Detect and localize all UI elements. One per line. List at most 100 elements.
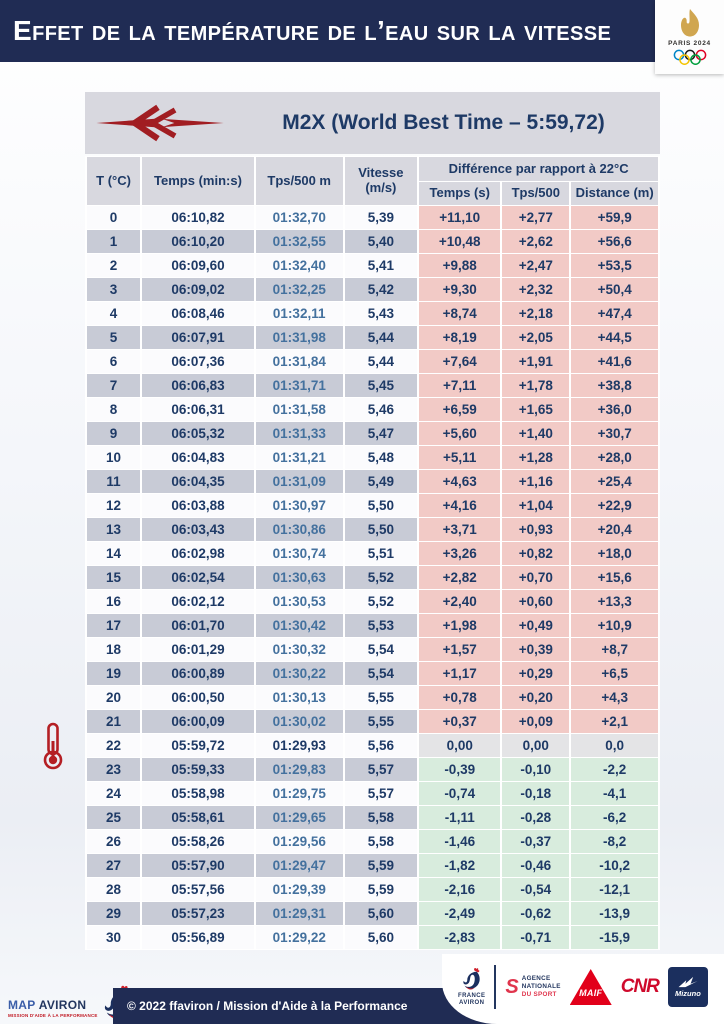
cell-diff-temps: +8,19 — [419, 326, 501, 349]
cell-temps: 06:07,91 — [142, 326, 254, 349]
cell-temps: 06:10,20 — [142, 230, 254, 253]
cell-diff-tps500: -0,54 — [502, 878, 570, 901]
cell-diff-tps500: +2,77 — [502, 206, 570, 229]
sponsor-divider — [494, 965, 497, 1009]
maif-logo: MAIF — [569, 969, 612, 1005]
cell-temp: 13 — [87, 518, 141, 541]
cell-diff-tps500: +0,20 — [502, 686, 570, 709]
cell-temp: 6 — [87, 350, 141, 373]
cell-temps: 06:06,83 — [142, 374, 254, 397]
cell-vitesse: 5,49 — [344, 470, 418, 493]
mizuno-label: Mizuno — [674, 989, 701, 998]
cell-diff-tps500: +2,32 — [502, 278, 570, 301]
cell-temp: 19 — [87, 662, 141, 685]
paris2024-label: PARIS 2024 — [668, 40, 711, 47]
cell-diff-temps: +6,59 — [419, 398, 501, 421]
table-row: 26 05:58,26 01:29,56 5,58 -1,46 -0,37 -8,2 — [87, 830, 658, 853]
france-aviron-rooster-icon — [463, 967, 480, 990]
cell-diff-tps500: -0,62 — [502, 902, 570, 925]
cell-diff-tps500: +0,39 — [502, 638, 570, 661]
cell-diff-distance: +38,8 — [571, 374, 658, 397]
speed-arrows-icon — [85, 100, 235, 146]
cell-temp: 2 — [87, 254, 141, 277]
cell-tps500: 01:30,97 — [255, 494, 343, 517]
cell-diff-temps: +5,60 — [419, 422, 501, 445]
cell-temp: 4 — [87, 302, 141, 325]
map-aviron-text: MAP AVIRON MISSION D'AIDE À LA PERFORMAN… — [8, 998, 98, 1024]
cell-diff-tps500: -0,71 — [502, 926, 570, 949]
cell-vitesse: 5,39 — [344, 206, 418, 229]
table-row: 0 06:10,82 01:32,70 5,39 +11,10 +2,77 +59,9 — [87, 206, 658, 229]
cell-diff-distance: +8,7 — [571, 638, 658, 661]
cell-tps500: 01:31,84 — [255, 350, 343, 373]
cell-diff-temps: +1,17 — [419, 662, 501, 685]
cell-diff-temps: -0,74 — [419, 782, 501, 805]
cell-diff-distance: +2,1 — [571, 710, 658, 733]
cell-tps500: 01:30,86 — [255, 518, 343, 541]
table-row: 25 05:58,61 01:29,65 5,58 -1,11 -0,28 -6,2 — [87, 806, 658, 829]
cell-vitesse: 5,40 — [344, 230, 418, 253]
cell-diff-tps500: +0,49 — [502, 614, 570, 637]
paris2024-logo: PARIS 2024 — [655, 0, 724, 74]
cell-diff-temps: -1,46 — [419, 830, 501, 853]
cell-tps500: 01:32,40 — [255, 254, 343, 277]
cell-vitesse: 5,46 — [344, 398, 418, 421]
cell-diff-tps500: +0,29 — [502, 662, 570, 685]
cell-vitesse: 5,50 — [344, 494, 418, 517]
cell-diff-temps: -0,39 — [419, 758, 501, 781]
cell-temps: 05:58,26 — [142, 830, 254, 853]
cell-temp: 1 — [87, 230, 141, 253]
olympic-rings-icon — [673, 49, 706, 65]
cell-diff-temps: -2,16 — [419, 878, 501, 901]
cell-vitesse: 5,54 — [344, 638, 418, 661]
cell-temps: 06:04,35 — [142, 470, 254, 493]
cell-temps: 05:59,72 — [142, 734, 254, 757]
cell-diff-tps500: +0,70 — [502, 566, 570, 589]
table-title: M2X (World Best Time – 5:59,72) — [282, 111, 605, 134]
cell-temps: 06:10,82 — [142, 206, 254, 229]
cell-tps500: 01:30,42 — [255, 614, 343, 637]
cell-temp: 10 — [87, 446, 141, 469]
col-header-tps500: Tps/500 m — [255, 157, 343, 205]
cell-temp: 24 — [87, 782, 141, 805]
cell-temp: 16 — [87, 590, 141, 613]
cell-diff-distance: -15,9 — [571, 926, 658, 949]
ans-s-icon: S — [505, 975, 519, 998]
cell-tps500: 01:31,33 — [255, 422, 343, 445]
cell-diff-distance: +10,9 — [571, 614, 658, 637]
cell-diff-distance: +28,0 — [571, 446, 658, 469]
cell-tps500: 01:30,02 — [255, 710, 343, 733]
cell-diff-distance: +25,4 — [571, 470, 658, 493]
cell-temps: 06:05,32 — [142, 422, 254, 445]
cell-diff-distance: +30,7 — [571, 422, 658, 445]
cell-temps: 06:00,50 — [142, 686, 254, 709]
cell-vitesse: 5,58 — [344, 830, 418, 853]
cell-diff-temps: +0,37 — [419, 710, 501, 733]
cell-diff-distance: +47,4 — [571, 302, 658, 325]
temperature-table-block: M2X (World Best Time – 5:59,72) T (°C) T… — [85, 92, 660, 950]
cell-diff-distance: +18,0 — [571, 542, 658, 565]
map-aviron-subtitle: MISSION D'AIDE À LA PERFORMANCE — [8, 1013, 98, 1018]
table-row: 4 06:08,46 01:32,11 5,43 +8,74 +2,18 +47,4 — [87, 302, 658, 325]
cell-vitesse: 5,52 — [344, 566, 418, 589]
cell-diff-temps: -2,49 — [419, 902, 501, 925]
cell-temp: 27 — [87, 854, 141, 877]
cell-diff-distance: -2,2 — [571, 758, 658, 781]
page-header: Effet de la température de l’eau sur la … — [0, 0, 724, 62]
cell-diff-distance: +44,5 — [571, 326, 658, 349]
cell-diff-distance: +6,5 — [571, 662, 658, 685]
cell-temps: 06:03,88 — [142, 494, 254, 517]
map-aviron-name-map: MAP — [8, 998, 36, 1012]
copyright-text: © 2022 ffaviron / Mission d'Aide à la Pe… — [127, 999, 408, 1013]
cell-tps500: 01:29,65 — [255, 806, 343, 829]
cell-tps500: 01:30,74 — [255, 542, 343, 565]
cell-diff-distance: +59,9 — [571, 206, 658, 229]
cell-temp: 15 — [87, 566, 141, 589]
table-row: 29 05:57,23 01:29,31 5,60 -2,49 -0,62 -13,9 — [87, 902, 658, 925]
col-header-diff-temps: Temps (s) — [419, 182, 501, 205]
cell-tps500: 01:29,22 — [255, 926, 343, 949]
cell-temp: 30 — [87, 926, 141, 949]
cell-diff-tps500: +1,91 — [502, 350, 570, 373]
cell-diff-temps: +5,11 — [419, 446, 501, 469]
